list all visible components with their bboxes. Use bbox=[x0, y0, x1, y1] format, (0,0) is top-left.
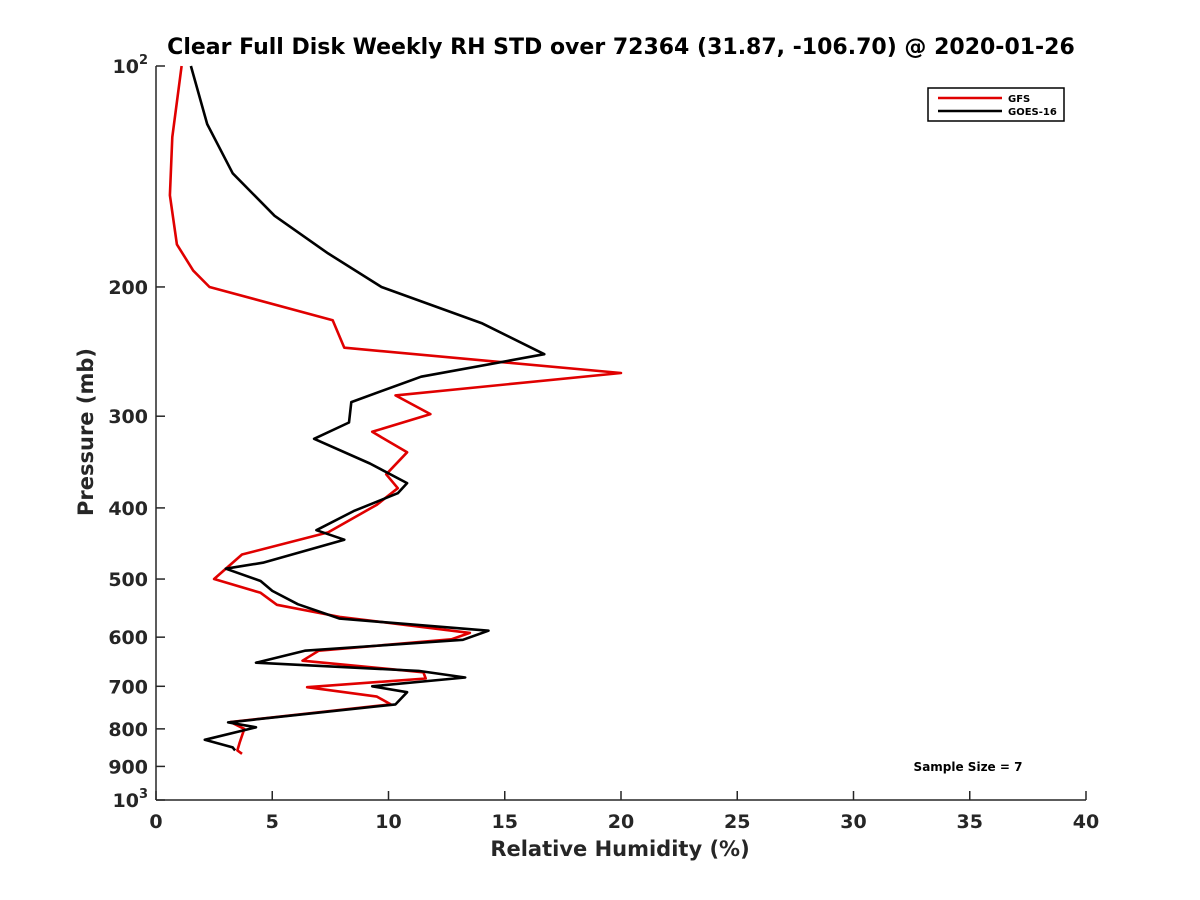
y-tick-label: 300 bbox=[108, 406, 148, 428]
x-tick-label: 30 bbox=[840, 811, 866, 833]
legend-entry: GOES-16 bbox=[1008, 107, 1057, 118]
y-tick-label: 900 bbox=[108, 756, 148, 778]
x-tick-label: 5 bbox=[266, 811, 279, 833]
x-axis-label: Relative Humidity (%) bbox=[490, 837, 749, 861]
x-tick-label: 40 bbox=[1073, 811, 1099, 833]
x-tick-label: 35 bbox=[957, 811, 983, 833]
y-axis-label: Pressure (mb) bbox=[74, 348, 98, 516]
x-tick-label: 15 bbox=[492, 811, 518, 833]
sample-size-annotation: Sample Size = 7 bbox=[914, 760, 1023, 774]
y-tick-label: 800 bbox=[108, 719, 148, 741]
legend: GFS GOES-16 bbox=[927, 87, 1065, 122]
x-tick-label: 0 bbox=[149, 811, 162, 833]
series-line-gfs bbox=[168, 65, 623, 755]
y-tick-label: 700 bbox=[108, 676, 148, 698]
axes: 0 5 10 15 20 25 30 35 40 102 200 300 400 500 600 700 800… bbox=[108, 53, 1099, 833]
legend-entry: GFS bbox=[1008, 94, 1030, 105]
series-layer bbox=[168, 65, 623, 755]
x-tick-label: 10 bbox=[375, 811, 401, 833]
series-line-goes-16 bbox=[189, 65, 546, 752]
x-tick-label: 25 bbox=[724, 811, 750, 833]
y-tick-label: 400 bbox=[108, 498, 148, 520]
y-tick-label: 500 bbox=[108, 569, 148, 591]
y-tick-label: 103 bbox=[113, 787, 149, 812]
y-tick-label: 200 bbox=[108, 277, 148, 299]
x-tick-label: 20 bbox=[608, 811, 634, 833]
y-tick-label: 600 bbox=[108, 627, 148, 649]
chart-title: Clear Full Disk Weekly RH STD over 72364… bbox=[167, 35, 1075, 60]
legend-box bbox=[927, 87, 1065, 122]
y-tick-label: 102 bbox=[113, 53, 149, 78]
